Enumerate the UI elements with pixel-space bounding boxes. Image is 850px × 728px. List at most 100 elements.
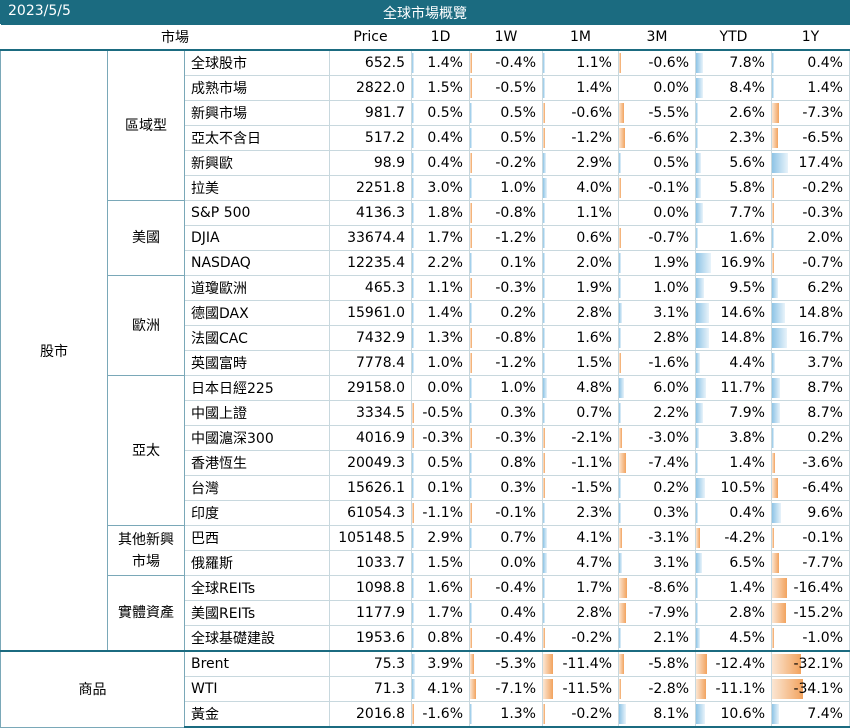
positive-data-bar: [412, 578, 414, 598]
negative-data-bar: [696, 528, 700, 548]
return-cell: 10.5%: [695, 475, 772, 501]
index-price: 20049.3: [329, 450, 412, 476]
negative-data-bar: [772, 578, 787, 598]
table-row: 股市 區域型 全球股市 652.5 1.4% -0.4% 1.1% -0.6% 7.8% 0.4%: [0, 49, 850, 652]
return-value: 1.6%: [729, 230, 765, 246]
return-value: -5.8%: [648, 656, 689, 672]
table-row: 商品 Brent 75.3 3.9% -5.3% -11.4% -5.8% -12.4% -32…: [0, 650, 850, 728]
index-price: 7778.4: [329, 350, 412, 376]
index-price: 981.7: [329, 100, 412, 126]
column-header-period: 1W: [469, 24, 543, 51]
return-cell: 11.7%: [695, 375, 772, 401]
positive-data-bar: [412, 453, 414, 473]
return-cell: 1.4%: [771, 75, 850, 101]
return-cell: -0.3%: [469, 425, 543, 451]
subgroup-label: 歐洲: [107, 275, 185, 376]
index-price: 2016.8: [329, 701, 412, 728]
negative-data-bar: [543, 654, 554, 674]
return-value: 2.8%: [653, 330, 689, 346]
negative-data-bar: [619, 53, 622, 73]
index-name: 全球股市: [184, 50, 330, 76]
return-value: 5.8%: [729, 180, 765, 196]
return-cell: 1.5%: [542, 350, 619, 376]
return-cell: 4.8%: [542, 375, 619, 401]
subgroup-label: 美國: [107, 200, 185, 276]
positive-data-bar: [772, 353, 776, 373]
negative-data-bar: [619, 428, 622, 448]
positive-data-bar: [696, 603, 699, 623]
negative-data-bar: [543, 679, 554, 699]
return-cell: 0.4%: [695, 500, 772, 526]
return-cell: 0.1%: [469, 250, 543, 276]
table-row: 亞太不含日 517.2 0.4% 0.5% -1.2% -6.6% 2.3% -6.5%: [1, 125, 850, 151]
return-cell: -1.1%: [542, 450, 619, 476]
return-cell: 2.2%: [411, 250, 470, 276]
positive-data-bar: [772, 303, 786, 323]
return-value: 4.4%: [729, 355, 765, 371]
positive-data-bar: [543, 228, 546, 248]
return-value: 0.7%: [500, 530, 536, 546]
return-cell: -4.2%: [695, 525, 772, 551]
table-row: 歐洲 道瓊歐洲 465.3 1.1% -0.3% 1.9% 1.0% 9.5% 6.2%: [1, 275, 850, 376]
return-value: -0.2%: [571, 706, 612, 722]
negative-data-bar: [772, 453, 776, 473]
return-cell: 3.8%: [695, 425, 772, 451]
return-cell: 1.7%: [411, 225, 470, 251]
return-cell: -3.1%: [618, 525, 696, 551]
return-cell: -7.9%: [618, 600, 696, 626]
positive-data-bar: [696, 704, 706, 724]
negative-data-bar: [619, 603, 627, 623]
negative-data-bar: [470, 228, 473, 248]
negative-data-bar: [470, 353, 473, 373]
positive-data-bar: [772, 328, 788, 348]
negative-data-bar: [619, 453, 626, 473]
return-value: -6.4%: [802, 480, 843, 496]
return-cell: 2.9%: [411, 525, 470, 551]
return-cell: 0.0%: [618, 200, 696, 226]
column-header-period: 1M: [542, 24, 619, 51]
return-value: 8.4%: [729, 80, 765, 96]
return-value: 8.7%: [807, 380, 843, 396]
table-row: 實體資產 全球REITs 1098.8 1.6% -0.4% 1.7% -8.6% 1.4% -…: [1, 575, 850, 652]
positive-data-bar: [619, 704, 627, 724]
return-cell: -5.5%: [618, 100, 696, 126]
positive-data-bar: [772, 153, 788, 173]
index-name: 巴西: [184, 525, 330, 551]
return-cell: -0.4%: [469, 575, 543, 601]
positive-data-bar: [696, 303, 709, 323]
return-value: -0.2%: [802, 180, 843, 196]
return-cell: 4.7%: [542, 550, 619, 576]
return-value: 2.0%: [576, 255, 612, 271]
index-name: 成熟市場: [184, 75, 330, 101]
positive-data-bar: [470, 478, 473, 498]
return-cell: 0.4%: [411, 150, 470, 176]
return-cell: 1.4%: [695, 575, 772, 601]
return-cell: -7.4%: [618, 450, 696, 476]
positive-data-bar: [412, 278, 414, 298]
return-value: -0.7%: [802, 255, 843, 271]
return-value: 3.0%: [427, 180, 463, 196]
return-value: 2.3%: [576, 505, 612, 521]
index-price: 3334.5: [329, 400, 412, 426]
positive-data-bar: [412, 253, 414, 273]
negative-data-bar: [470, 654, 475, 674]
return-cell: 0.1%: [411, 475, 470, 501]
negative-data-bar: [772, 203, 775, 223]
return-cell: 1.6%: [411, 575, 470, 601]
positive-data-bar: [412, 153, 414, 173]
positive-data-bar: [696, 553, 702, 573]
return-cell: -16.4%: [771, 575, 850, 601]
return-value: 1.1%: [427, 280, 463, 296]
index-name: 亞太不含日: [184, 125, 330, 151]
index-price: 15961.0: [329, 300, 412, 326]
return-value: 11.7%: [720, 380, 765, 396]
return-cell: 2.0%: [771, 225, 850, 251]
positive-data-bar: [543, 303, 546, 323]
return-cell: 1.3%: [469, 701, 543, 728]
column-header-period: 1Y: [771, 24, 850, 51]
return-value: -2.8%: [648, 681, 689, 697]
negative-data-bar: [619, 578, 627, 598]
positive-data-bar: [412, 128, 414, 148]
return-value: -1.1%: [571, 455, 612, 471]
positive-data-bar: [412, 603, 414, 623]
